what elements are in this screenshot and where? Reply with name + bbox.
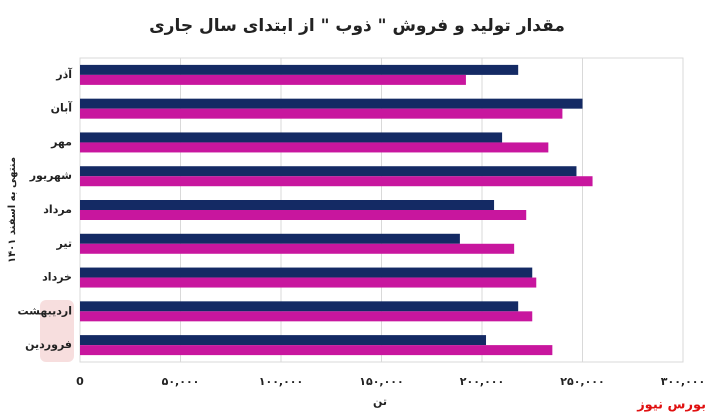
bar: [80, 243, 515, 254]
bar: [80, 108, 563, 119]
bar: [80, 277, 537, 288]
logo: [40, 300, 74, 362]
y-tick-label: اردیبهشت: [18, 304, 72, 317]
bar: [80, 132, 503, 143]
bar: [80, 200, 495, 210]
bar: [80, 311, 533, 322]
bar: [80, 267, 533, 278]
x-tick-label: ۳۰۰,۰۰۰: [661, 375, 705, 388]
y-tick-label: آذر: [55, 67, 72, 81]
y-tick-label: تیر: [56, 237, 72, 250]
bar: [80, 64, 519, 75]
bar: [80, 210, 527, 220]
y-tick-label: مهر: [50, 135, 72, 148]
bar: [80, 301, 519, 312]
y-tick-label: فروردین: [25, 338, 72, 351]
x-axis-label: تن: [373, 395, 387, 408]
x-tick-label: ۱۵۰,۰۰۰: [359, 375, 403, 388]
bar: [80, 142, 549, 153]
y-tick-label: مرداد: [43, 203, 72, 216]
x-tick-label: ۲۵۰,۰۰۰: [560, 375, 604, 388]
bar: [80, 98, 583, 109]
bar: [80, 345, 553, 356]
bar: [80, 233, 460, 244]
y-tick-label: خرداد: [42, 271, 72, 284]
x-tick-label: ۱۰۰,۰۰۰: [259, 375, 303, 388]
y-tick-label: آبان: [51, 101, 73, 115]
bar: [80, 166, 577, 177]
y-tick-label: شهریور: [29, 169, 72, 182]
bar: [80, 335, 487, 346]
x-tick-label: ۲۰۰,۰۰۰: [460, 375, 504, 388]
watermark: بورس نیوز: [636, 398, 706, 413]
bar: [80, 74, 466, 85]
bar: [80, 176, 593, 187]
y-axis-label: منتهی به اسفند ۱۴۰۱: [7, 157, 18, 263]
x-tick-label: ۵۰,۰۰۰: [162, 375, 200, 388]
x-tick-label: 0: [76, 375, 84, 388]
chart-title: مقدار تولید و فروش " ذوب " از ابتدای سال…: [149, 16, 565, 36]
